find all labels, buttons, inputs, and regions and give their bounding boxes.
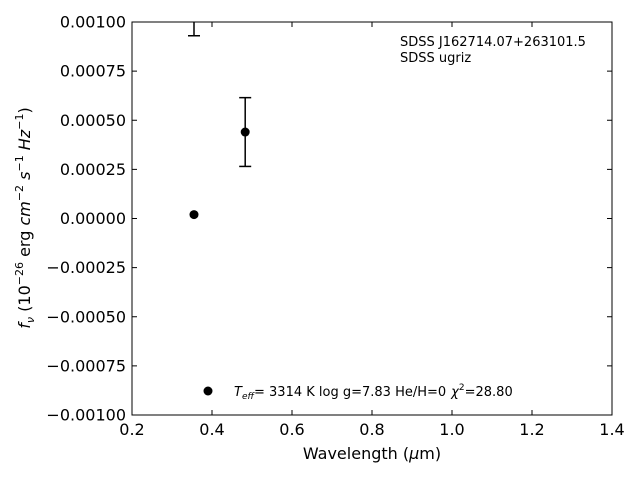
- y-tick-label: 0.00075: [60, 62, 126, 81]
- x-axis: 0.2 0.4 0.6 0.8 1.0 1.2 1.4: [119, 22, 625, 439]
- legend-teff-values: = 3314 K log g=7.83 He/H=0: [254, 385, 446, 400]
- y-axis: −0.00100 −0.00075 −0.00050 −0.00025 0.00000 0…: [46, 13, 612, 425]
- legend-teff-subscript: eff: [242, 392, 256, 402]
- legend-teff-symbol: T: [234, 385, 243, 400]
- y-tick-label: 0.00100: [60, 13, 126, 32]
- x-tick-label: 1.4: [599, 420, 624, 439]
- legend-chi-value: =28.80: [465, 385, 513, 400]
- x-axis-label: Wavelength (μm): [303, 444, 441, 463]
- x-tick-label: 0.2: [119, 420, 144, 439]
- model-point: [189, 210, 199, 220]
- legend-label: Teff= 3314 K log g=7.83 He/H=0 χ2=28.80: [234, 383, 513, 402]
- y-tick-label: −0.00100: [46, 406, 126, 425]
- filter-set-annotation: SDSS ugriz: [400, 51, 471, 66]
- y-tick-label: −0.00025: [46, 258, 126, 277]
- x-tick-label: 0.8: [359, 420, 384, 439]
- legend-marker: [203, 386, 213, 396]
- y-tick-label: 0.00000: [60, 209, 126, 228]
- data-marks: [188, 22, 252, 220]
- observed-point: [240, 127, 250, 137]
- legend: Teff= 3314 K log g=7.83 He/H=0 χ2=28.80: [203, 383, 513, 402]
- y-tick-label: −0.00050: [46, 307, 126, 326]
- y-axis-label: fν (10−26 erg cm−2 s−1 Hz−1): [13, 107, 37, 328]
- x-tick-label: 1.2: [519, 420, 544, 439]
- y-tick-label: 0.00050: [60, 111, 126, 130]
- object-name-annotation: SDSS J162714.07+263101.5: [400, 35, 586, 50]
- x-tick-label: 0.4: [199, 420, 224, 439]
- y-tick-label: 0.00025: [60, 160, 126, 179]
- x-tick-label: 1.0: [439, 420, 464, 439]
- plot-area: [131, 21, 613, 416]
- x-tick-label: 0.6: [279, 420, 304, 439]
- legend-chi-symbol: χ: [450, 385, 460, 400]
- y-tick-label: −0.00075: [46, 356, 126, 375]
- legend-chi-exponent: 2: [459, 383, 465, 393]
